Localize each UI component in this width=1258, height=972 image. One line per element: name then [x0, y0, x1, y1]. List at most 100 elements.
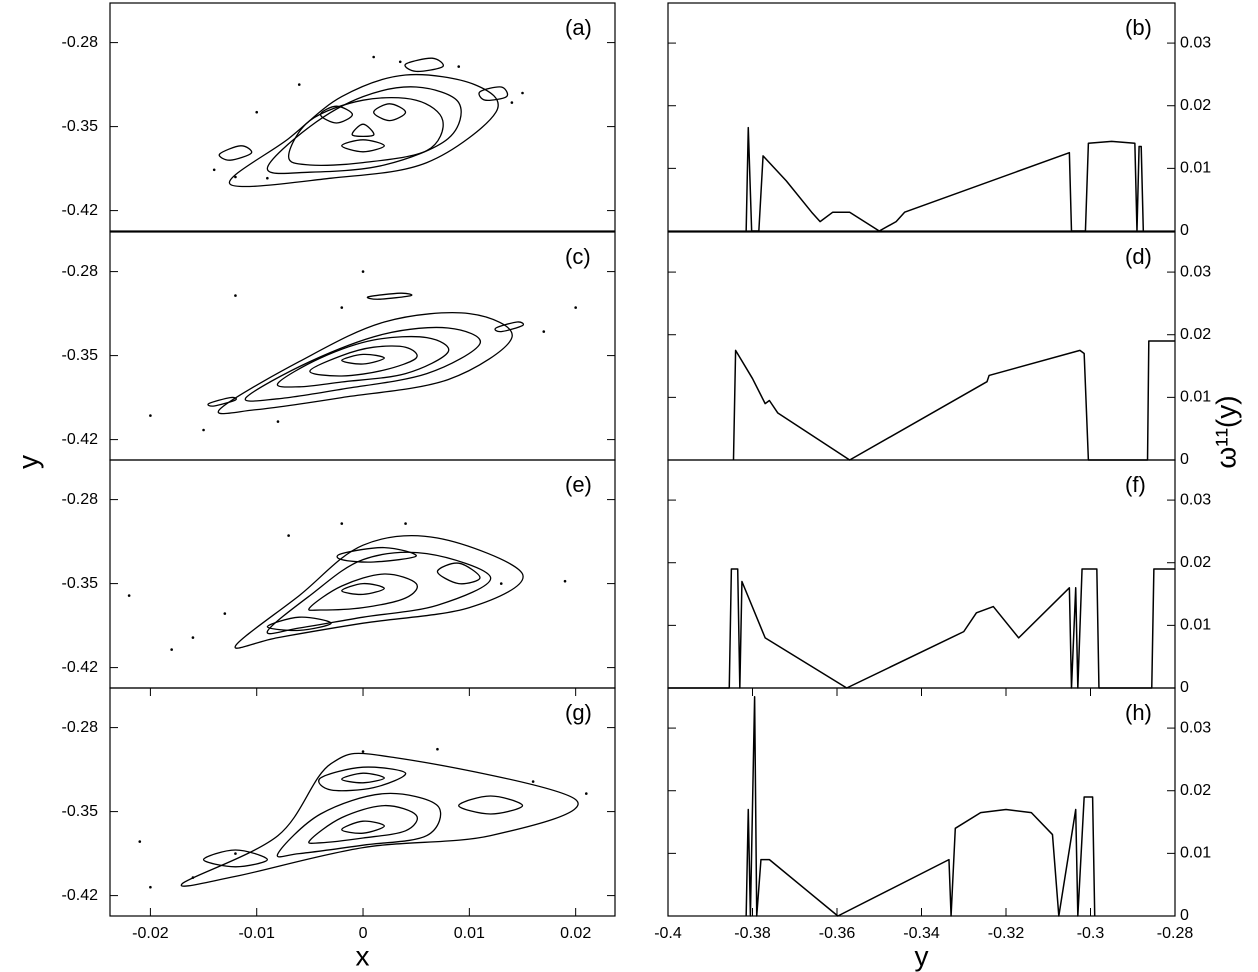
orbit-point: [255, 110, 259, 114]
y-tick-label: -0.35: [62, 575, 99, 592]
invariant-curve: [478, 86, 509, 102]
y-tick-label: -0.42: [62, 659, 99, 676]
orbit-point: [563, 579, 567, 583]
invariant-curve: [336, 546, 417, 563]
panel-frame: [667, 231, 1176, 461]
orbit-point: [266, 176, 269, 180]
invariant-curve: [218, 145, 253, 161]
orbit-point: [234, 175, 237, 179]
orbit-point: [510, 101, 514, 104]
orbit-point: [276, 420, 280, 423]
panel-label: (e): [565, 472, 592, 497]
y-tick-label: 0.03: [1180, 263, 1211, 280]
orbit-point: [234, 294, 237, 297]
orbit-point: [191, 636, 195, 639]
invariant-curve: [308, 573, 418, 611]
orbit-point: [234, 852, 237, 855]
x-axis-label: y: [915, 940, 929, 971]
orbit-point: [531, 780, 535, 783]
panel-frame: [109, 687, 616, 917]
orbit-point: [361, 750, 365, 753]
x-tick-label: -0.36: [819, 925, 856, 942]
invariant-curve: [180, 752, 579, 887]
orbit-point: [340, 306, 344, 309]
y-tick-label: 0.02: [1180, 97, 1211, 114]
panel-frame: [109, 2, 616, 232]
x-tick-label: -0.38: [734, 925, 771, 942]
invariant-curve: [276, 335, 450, 388]
invariant-curve: [494, 321, 525, 333]
invariant-curve: [318, 766, 407, 792]
x-tick-label: -0.3: [1077, 925, 1105, 942]
y-tick-label: -0.28: [62, 34, 99, 51]
y-tick-label: -0.35: [62, 118, 99, 135]
y-tick-label: 0.03: [1180, 719, 1211, 736]
y-tick-label: 0.02: [1180, 326, 1211, 343]
orbit-point: [457, 65, 461, 68]
x-tick-label: -0.01: [238, 925, 275, 942]
line-trace: [745, 696, 1096, 917]
y-axis-label: ω¹¹(y): [1210, 395, 1241, 468]
orbit-point: [499, 582, 503, 585]
x-tick-label: 0.02: [560, 925, 591, 942]
orbit-point: [149, 414, 152, 417]
y-tick-label: -0.35: [62, 803, 99, 820]
orbit-point: [212, 168, 216, 172]
y-axis-label: y: [12, 455, 43, 469]
orbit-point: [138, 840, 142, 843]
y-tick-label: 0.01: [1180, 617, 1211, 634]
line-trace: [732, 340, 1175, 461]
invariant-curve: [373, 103, 407, 122]
invariant-curve: [404, 57, 444, 73]
orbit-point: [361, 270, 365, 273]
panel-label: (d): [1125, 244, 1152, 269]
orbit-point: [223, 612, 227, 615]
y-tick-label: 0.03: [1180, 34, 1211, 51]
invariant-curve: [436, 562, 481, 585]
invariant-curve: [202, 849, 268, 868]
invariant-curve: [266, 86, 462, 175]
orbit-point: [127, 594, 131, 597]
y-tick-label: -0.35: [62, 347, 99, 364]
invariant-curve: [217, 312, 513, 415]
invariant-curve: [341, 353, 385, 365]
invariant-curve: [366, 292, 413, 300]
invariant-curve: [266, 551, 492, 635]
orbit-point: [191, 876, 195, 879]
panel-label: (b): [1125, 15, 1152, 40]
y-tick-label: 0.02: [1180, 782, 1211, 799]
panel-frame: [109, 459, 616, 689]
orbit-point: [340, 522, 344, 525]
invariant-curve: [228, 73, 499, 188]
y-tick-label: 0: [1180, 222, 1189, 239]
invariant-curve: [309, 345, 418, 377]
y-tick-label: -0.42: [62, 202, 99, 219]
x-tick-label: -0.02: [132, 925, 169, 942]
invariant-curve: [458, 795, 524, 815]
orbit-point: [584, 792, 588, 795]
y-tick-label: -0.28: [62, 263, 99, 280]
y-tick-label: 0.03: [1180, 491, 1211, 508]
orbit-point: [436, 747, 439, 751]
invariant-curve: [341, 820, 385, 834]
invariant-curve: [319, 105, 354, 124]
y-tick-label: 0: [1180, 679, 1189, 696]
invariant-curve: [351, 123, 375, 137]
x-tick-label: -0.32: [988, 925, 1025, 942]
orbit-point: [398, 60, 402, 64]
invariant-curve: [207, 396, 238, 407]
y-tick-label: -0.42: [62, 431, 99, 448]
orbit-point: [404, 522, 407, 525]
orbit-point: [521, 91, 524, 95]
y-tick-label: 0.01: [1180, 389, 1211, 406]
invariant-curve: [341, 772, 385, 784]
panel-label: (a): [565, 15, 592, 40]
panel-label: (f): [1125, 472, 1146, 497]
y-tick-label: 0.01: [1180, 160, 1211, 177]
panel-label: (h): [1125, 700, 1152, 725]
orbit-point: [202, 428, 205, 432]
y-tick-label: -0.28: [62, 719, 99, 736]
orbit-point: [287, 534, 290, 537]
invariant-curve: [287, 97, 444, 167]
